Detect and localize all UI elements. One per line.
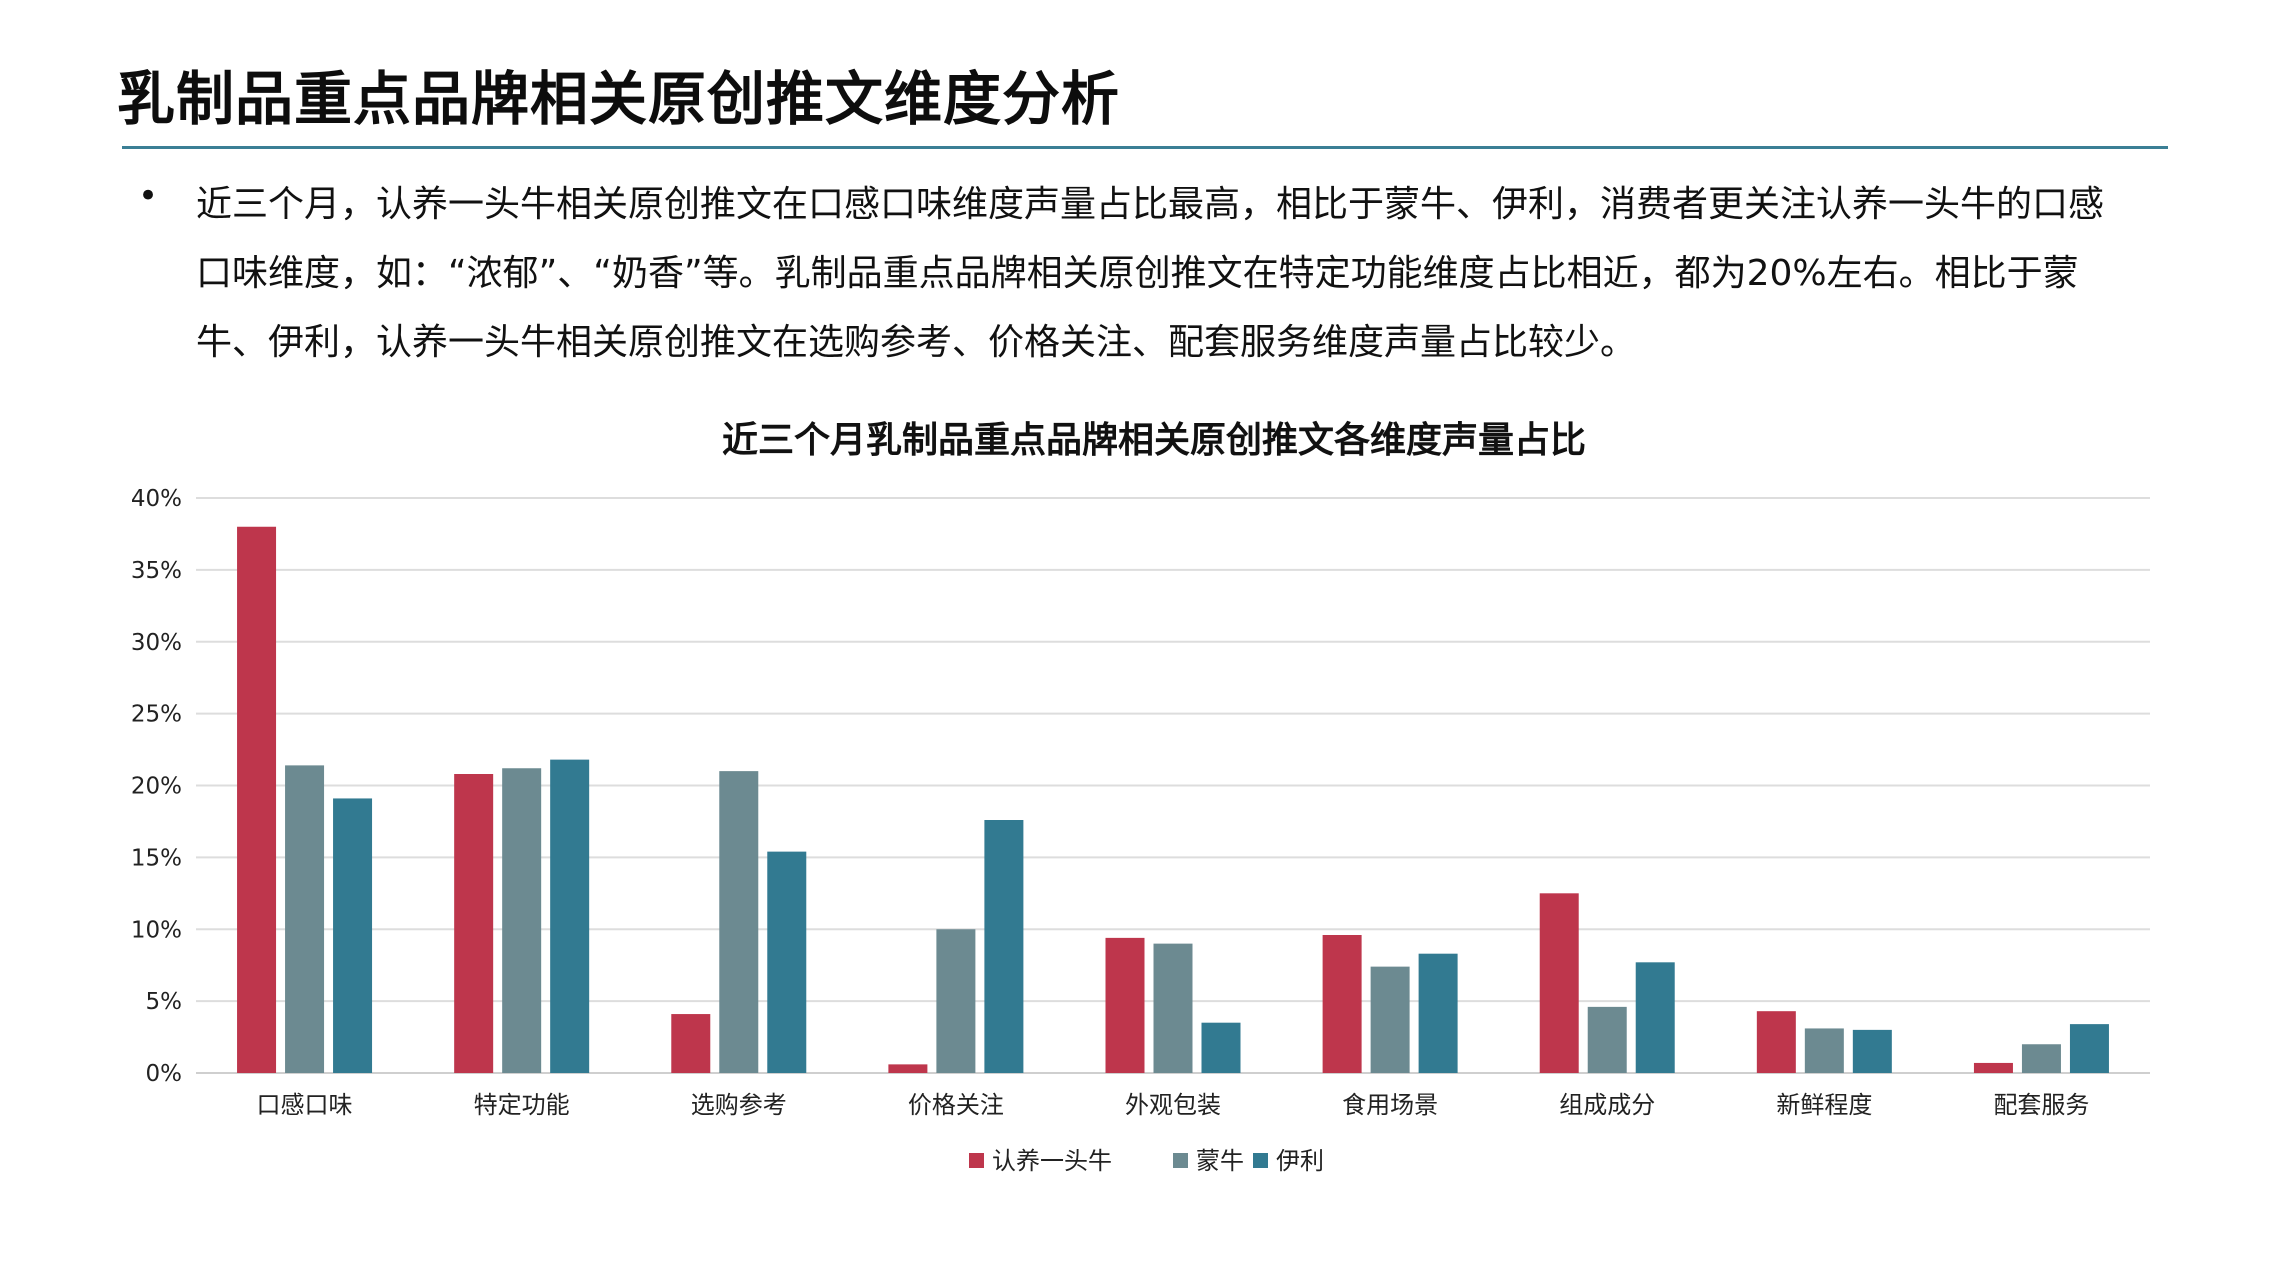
summary-text: 近三个月，认养一头牛相关原创推文在口感口味维度声量占比最高，相比于蒙牛、伊利，消…	[196, 184, 2105, 363]
bar	[502, 768, 542, 1073]
bar	[2021, 1044, 2061, 1073]
bar	[936, 929, 976, 1073]
bar	[1973, 1062, 2013, 1073]
title-divider	[122, 146, 2168, 149]
legend-label: 蒙牛	[1196, 1147, 1244, 1175]
y-axis: 0% 5% 10% 15% 20% 25% 30% 35% 40%	[131, 486, 182, 1087]
bar	[888, 1064, 928, 1073]
y-tick-label: 25%	[131, 702, 182, 728]
bar	[237, 526, 277, 1073]
page-title: 乳制品重点品牌相关原创推文维度分析	[117, 65, 1121, 133]
x-tick-label: 选购参考	[691, 1091, 787, 1119]
bar	[1370, 966, 1410, 1073]
bar	[719, 771, 759, 1073]
x-tick-label: 食用场景	[1342, 1091, 1438, 1119]
y-tick-label: 35%	[131, 558, 182, 584]
x-tick-label: 特定功能	[474, 1091, 570, 1119]
y-tick-label: 5%	[146, 989, 183, 1015]
bar	[1756, 1011, 1796, 1073]
bar	[1804, 1028, 1844, 1073]
y-tick-label: 20%	[131, 774, 182, 800]
y-tick-label: 10%	[131, 917, 182, 943]
x-tick-label: 口感口味	[257, 1091, 353, 1119]
legend-swatch	[969, 1153, 984, 1168]
bar	[1201, 1022, 1241, 1073]
bar	[1852, 1029, 1892, 1073]
bullet-icon: •	[138, 176, 159, 216]
x-tick-label: 配套服务	[1993, 1091, 2089, 1119]
x-tick-label: 组成成分	[1559, 1091, 1655, 1119]
bar	[1539, 893, 1579, 1073]
bar	[285, 765, 325, 1073]
x-tick-label: 价格关注	[908, 1091, 1004, 1119]
x-tick-label: 新鲜程度	[1776, 1091, 1872, 1119]
legend-label: 认养一头牛	[992, 1147, 1112, 1175]
legend-swatch	[1253, 1153, 1268, 1168]
y-tick-label: 15%	[131, 845, 182, 871]
y-tick-label: 40%	[131, 486, 182, 512]
bar	[1418, 953, 1458, 1073]
bar	[671, 1014, 711, 1073]
bar	[333, 798, 373, 1073]
bar	[1322, 935, 1362, 1073]
bar	[1153, 943, 1193, 1073]
bars	[237, 526, 2109, 1073]
bar	[2069, 1024, 2109, 1073]
x-axis: 口感口味 特定功能 选购参考 价格关注 外观包装 食用场景 组成成分 新鲜程度 配套服务	[257, 1091, 2090, 1119]
y-tick-label: 0%	[146, 1061, 183, 1087]
legend: 认养一头牛 蒙牛 伊利	[969, 1147, 1324, 1175]
bar	[550, 759, 590, 1073]
chart-title: 近三个月乳制品重点品牌相关原创推文各维度声量占比	[722, 420, 1586, 461]
bar	[1635, 962, 1675, 1073]
legend-label: 伊利	[1276, 1147, 1324, 1175]
y-tick-label: 30%	[131, 630, 182, 656]
x-tick-label: 外观包装	[1125, 1091, 1221, 1119]
bar	[1105, 937, 1145, 1073]
bar	[767, 851, 807, 1073]
legend-swatch	[1173, 1153, 1188, 1168]
bar	[984, 820, 1024, 1073]
bar	[454, 774, 494, 1073]
bar	[1587, 1006, 1627, 1073]
